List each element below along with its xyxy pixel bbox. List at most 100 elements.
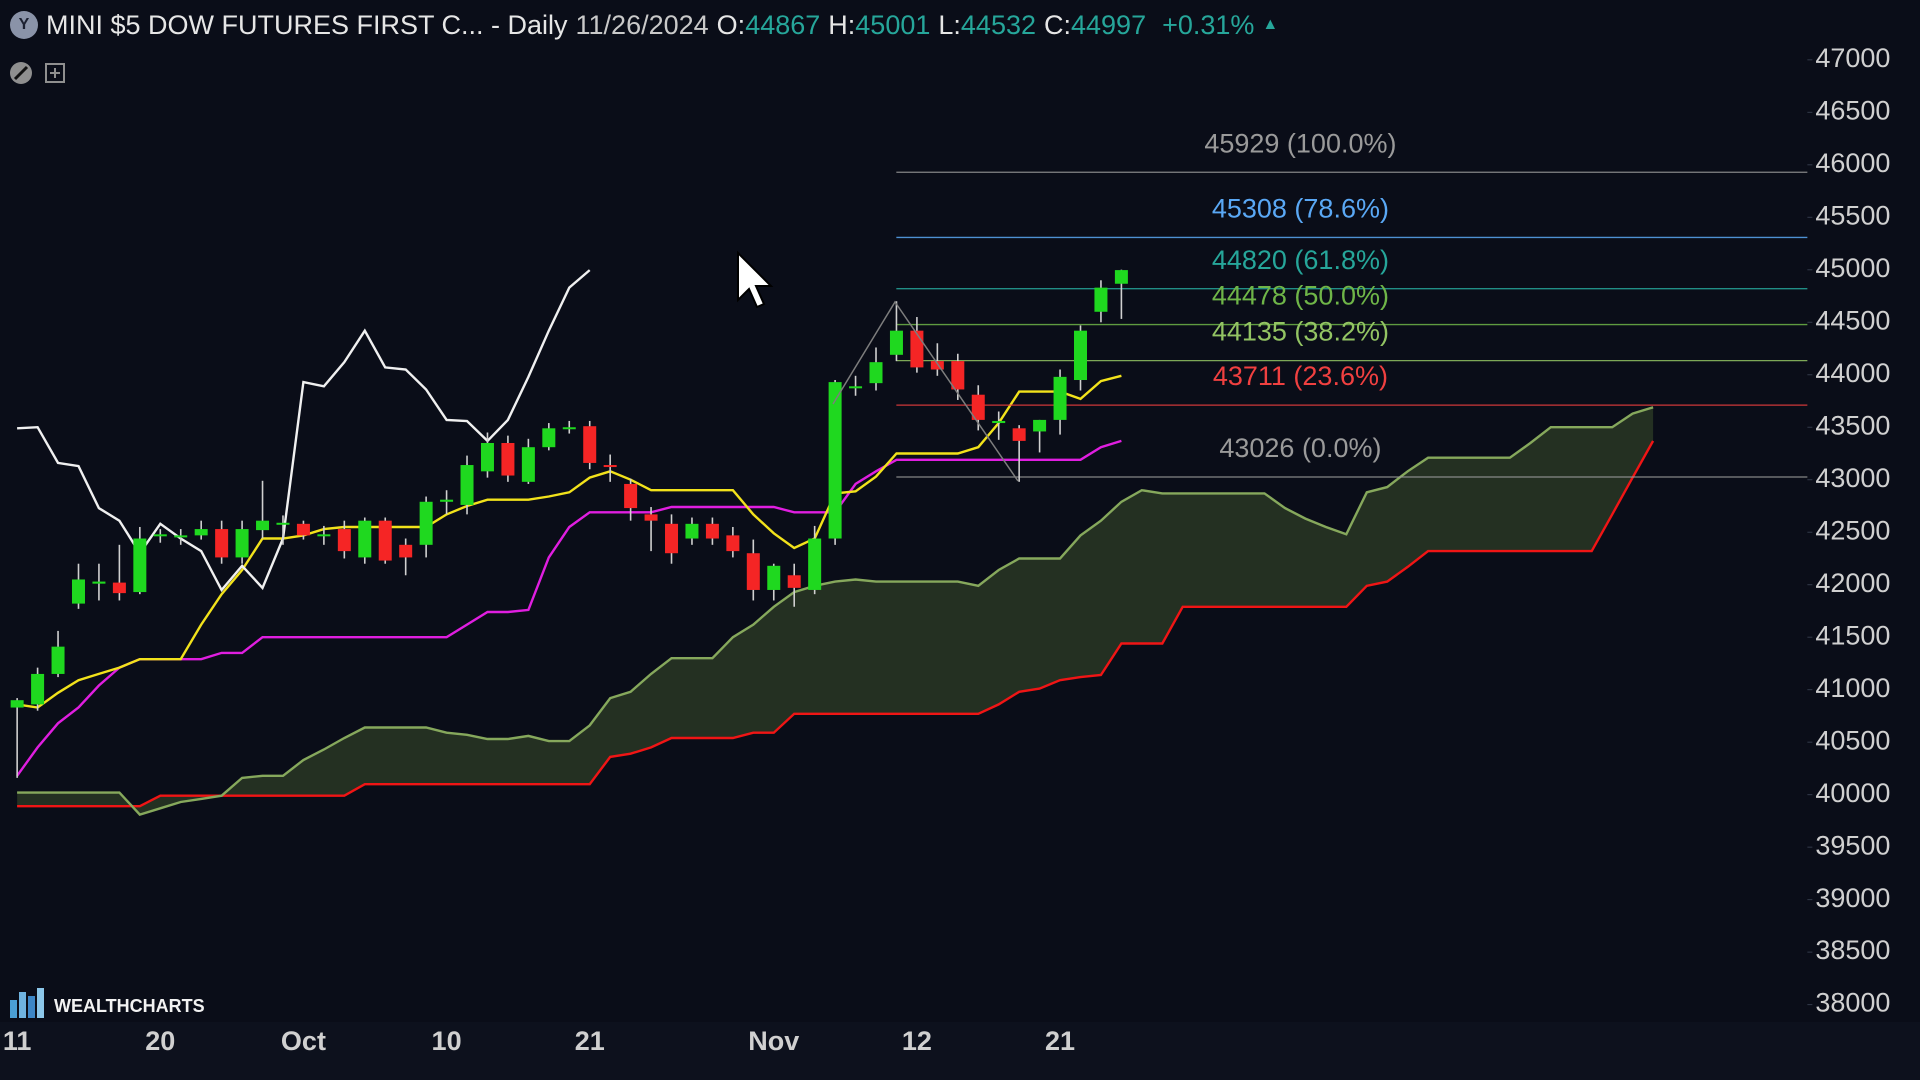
legend-value: 44532 [960, 9, 1036, 40]
candle-body [31, 673, 45, 705]
candle-body [1053, 376, 1067, 420]
candle-body [603, 465, 617, 468]
header: Y MINI $5 DOW FUTURES FIRST C... - Daily… [10, 6, 1286, 44]
candle-body [828, 382, 842, 539]
candle-body [930, 361, 944, 370]
y-tick-label: 44000 [1815, 358, 1890, 388]
candle-body [153, 534, 167, 537]
candle-body [583, 426, 597, 463]
add-icon[interactable] [45, 63, 65, 83]
fib-label: 43711 (23.6%) [1213, 361, 1388, 391]
candle-body [685, 523, 699, 539]
ichimoku-cloud [17, 407, 1654, 815]
fib-label: 44820 (61.8%) [1212, 245, 1389, 275]
logo-bar [37, 988, 44, 1018]
x-tick-label: 11 [3, 1026, 32, 1056]
bar-date: 11/26/2024 [575, 9, 709, 40]
candle-body [1033, 419, 1047, 432]
legend-label: H: [828, 9, 856, 40]
y-tick-label: 42500 [1815, 515, 1890, 545]
logo-bar [19, 992, 26, 1018]
logo-bar [28, 996, 35, 1018]
change-arrow: ▲ [1262, 16, 1279, 33]
fib-label: 44478 (50.0%) [1212, 281, 1389, 311]
y-tick-label: 43000 [1815, 463, 1890, 493]
indicator-line [16, 439, 1122, 777]
watermark: WEALTHCHARTS [54, 996, 205, 1016]
legend-label: L: [938, 9, 961, 40]
candle-body [869, 362, 883, 384]
indicator-line [17, 440, 1655, 808]
y-tick-label: 45000 [1815, 253, 1890, 283]
candle-body [889, 330, 903, 355]
candle-body [378, 520, 392, 561]
candle-body [337, 529, 351, 552]
candle-body [644, 514, 658, 521]
legend-value: 44997 [1071, 9, 1147, 40]
candle-body [971, 394, 985, 420]
candle-body [501, 442, 515, 476]
candle-body [767, 565, 781, 590]
candle-body [419, 501, 433, 545]
fib-label: 43026 (0.0%) [1219, 433, 1381, 463]
candle-body [276, 522, 290, 525]
add-icon-glyph [50, 68, 60, 78]
legend-value: 44867 [745, 9, 821, 40]
x-axis-band [0, 1022, 1920, 1080]
candle-body [92, 581, 106, 584]
candle-body [174, 535, 188, 538]
candle-body [112, 582, 126, 594]
symbol-title: MINI $5 DOW FUTURES FIRST C... - Daily [46, 9, 568, 40]
mouse-cursor [737, 250, 774, 309]
x-tick-label: Oct [281, 1026, 326, 1056]
x-tick-label: 12 [902, 1026, 932, 1056]
x-tick-label: Nov [748, 1026, 799, 1056]
candle-body [194, 529, 208, 536]
y-tick-label: 42000 [1815, 568, 1890, 598]
candle-body [992, 420, 1006, 424]
candle-body [1012, 428, 1026, 441]
top-tools [10, 62, 65, 84]
candle-body [542, 428, 556, 448]
y-tick-label: 41500 [1815, 620, 1890, 650]
candle-body [1073, 330, 1087, 381]
y-tick-label: 41000 [1815, 673, 1890, 703]
candle-body [10, 700, 24, 708]
tool-icon-glyph [13, 65, 29, 81]
fib-anchor-line [832, 300, 1019, 482]
candle-body [849, 386, 863, 389]
candle-body [51, 646, 65, 674]
candle-body [235, 529, 249, 558]
candle-body [317, 534, 331, 537]
candle-body [624, 483, 638, 509]
candle-body [808, 538, 822, 590]
y-tick-label: 38500 [1815, 935, 1890, 965]
candle-body [951, 361, 965, 390]
candle-body [521, 447, 535, 482]
legend-label: C: [1044, 9, 1071, 40]
candle-body [1114, 270, 1128, 284]
candle-body [440, 499, 454, 502]
fib-label: 44135 (38.2%) [1212, 317, 1389, 347]
candle-body [746, 553, 760, 590]
y-tick-label: 40500 [1815, 725, 1890, 755]
y-tick-label: 46000 [1815, 148, 1890, 178]
x-tick-label: 21 [1045, 1026, 1075, 1056]
candle-body [665, 523, 679, 554]
candle-body [705, 523, 719, 539]
y-tick-label: 38000 [1815, 988, 1890, 1018]
candle-body [256, 520, 270, 531]
y-tick-label: 40000 [1815, 778, 1890, 808]
x-tick-label: 20 [145, 1026, 175, 1056]
x-tick-label: 10 [432, 1026, 462, 1056]
indicator-line [16, 374, 1122, 709]
symbol-icon[interactable]: Y [10, 11, 38, 39]
candle-body [726, 535, 740, 552]
y-tick-label: 39500 [1815, 830, 1890, 860]
y-tick-label: 43500 [1815, 410, 1890, 440]
watermark-logo [10, 988, 44, 1018]
change: +0.31% [1162, 9, 1255, 40]
candle-body [133, 538, 147, 593]
candle-body [215, 529, 229, 558]
